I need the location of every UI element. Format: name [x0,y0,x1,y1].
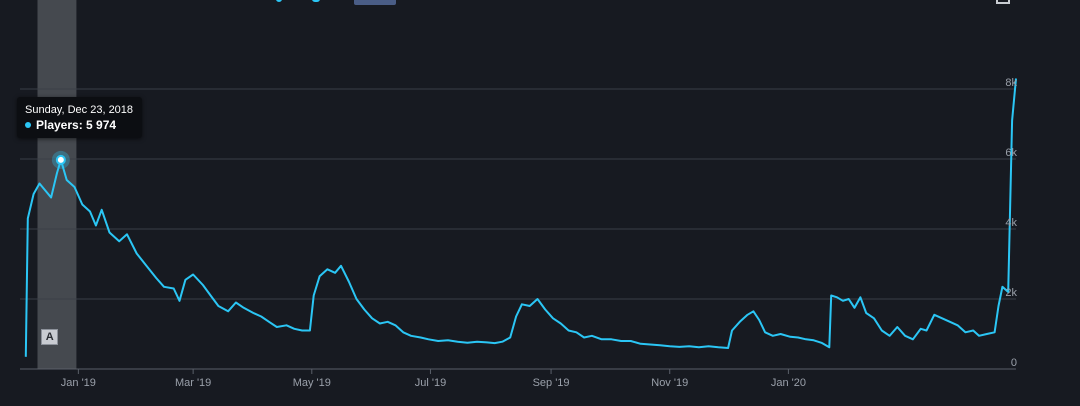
legend-fragment [312,0,320,2]
tooltip-date: Sunday, Dec 23, 2018 [25,104,134,116]
legend-series-marker[interactable] [276,0,282,2]
x-tick-label: Nov '19 [651,377,688,389]
annotation-flag[interactable]: A [41,329,59,345]
y-tick-label: 2k [1005,287,1017,299]
tooltip-value: Players: 5 974 [36,118,117,132]
y-tick-label: 4k [1005,217,1017,229]
chart-tooltip: Sunday, Dec 23, 2018 Players: 5 974 [17,97,143,138]
x-tick-label: Mar '19 [175,377,211,389]
series-line-players [24,78,1017,357]
selection-band [37,0,77,369]
export-icon[interactable] [996,0,1010,4]
tooltip-value-row: Players: 5 974 [25,117,133,133]
x-tick-label: Jul '19 [415,377,446,389]
y-tick-label: 8k [1005,77,1017,89]
range-button[interactable] [354,0,396,5]
highlight-point [55,154,66,165]
y-tick-label: 0 [1011,357,1017,369]
x-tick-label: May '19 [293,377,331,389]
x-tick-label: Jan '20 [771,377,806,389]
x-tick-label: Sep '19 [533,377,570,389]
series-dot-icon [25,122,31,128]
y-tick-label: 6k [1005,147,1017,159]
x-tick-label: Jan '19 [61,377,96,389]
